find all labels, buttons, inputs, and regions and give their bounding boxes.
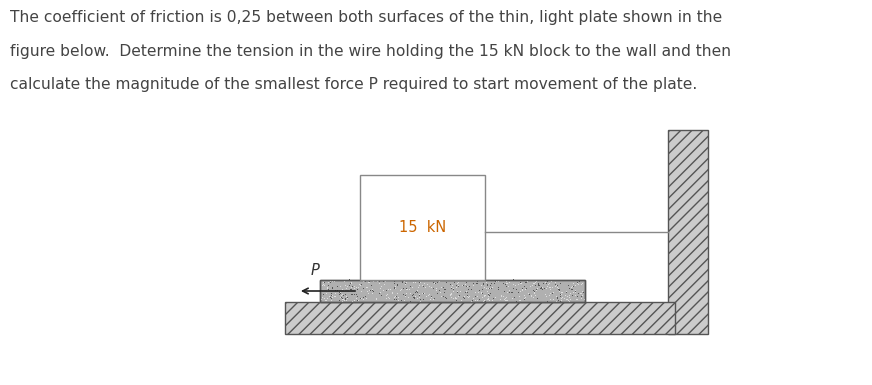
Text: P: P	[310, 263, 319, 278]
Bar	[320, 280, 585, 302]
Bar	[320, 280, 585, 302]
Text: calculate the magnitude of the smallest force P required to start movement of th: calculate the magnitude of the smallest …	[10, 77, 698, 92]
Text: 15  kN: 15 kN	[399, 220, 446, 235]
Text: The coefficient of friction is 0,25 between both surfaces of the thin, light pla: The coefficient of friction is 0,25 betw…	[10, 10, 723, 25]
Bar	[360, 175, 485, 280]
Bar	[668, 130, 708, 334]
Bar	[285, 302, 675, 334]
Text: figure below.  Determine the tension in the wire holding the 15 kN block to the : figure below. Determine the tension in t…	[10, 44, 732, 59]
